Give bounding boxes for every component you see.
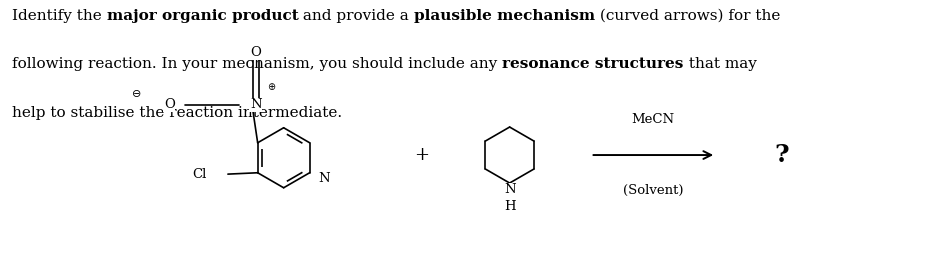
Text: N: N <box>504 183 515 196</box>
Text: ⊕: ⊕ <box>268 82 275 92</box>
Text: (curved arrows) for the: (curved arrows) for the <box>595 9 780 23</box>
Text: help to stabilise the reaction intermediate.: help to stabilise the reaction intermedi… <box>12 106 342 119</box>
Text: O: O <box>164 98 175 111</box>
Text: major organic product: major organic product <box>107 9 299 23</box>
Text: N: N <box>319 172 330 185</box>
Text: +: + <box>414 146 429 164</box>
Text: H: H <box>504 200 515 213</box>
Text: O: O <box>250 47 261 60</box>
Text: resonance structures: resonance structures <box>502 57 684 71</box>
Text: and provide a: and provide a <box>299 9 414 23</box>
Text: following reaction. In your mechanism, you should include any: following reaction. In your mechanism, y… <box>12 57 502 71</box>
Text: (Solvent): (Solvent) <box>622 184 684 197</box>
Text: Cl: Cl <box>193 168 206 181</box>
Text: that may: that may <box>684 57 756 71</box>
Text: plausible mechanism: plausible mechanism <box>414 9 595 23</box>
Text: Identify the: Identify the <box>12 9 107 23</box>
Text: ?: ? <box>774 143 789 167</box>
Text: N: N <box>250 98 261 111</box>
Text: MeCN: MeCN <box>631 113 674 126</box>
Text: ⊖: ⊖ <box>132 89 141 99</box>
